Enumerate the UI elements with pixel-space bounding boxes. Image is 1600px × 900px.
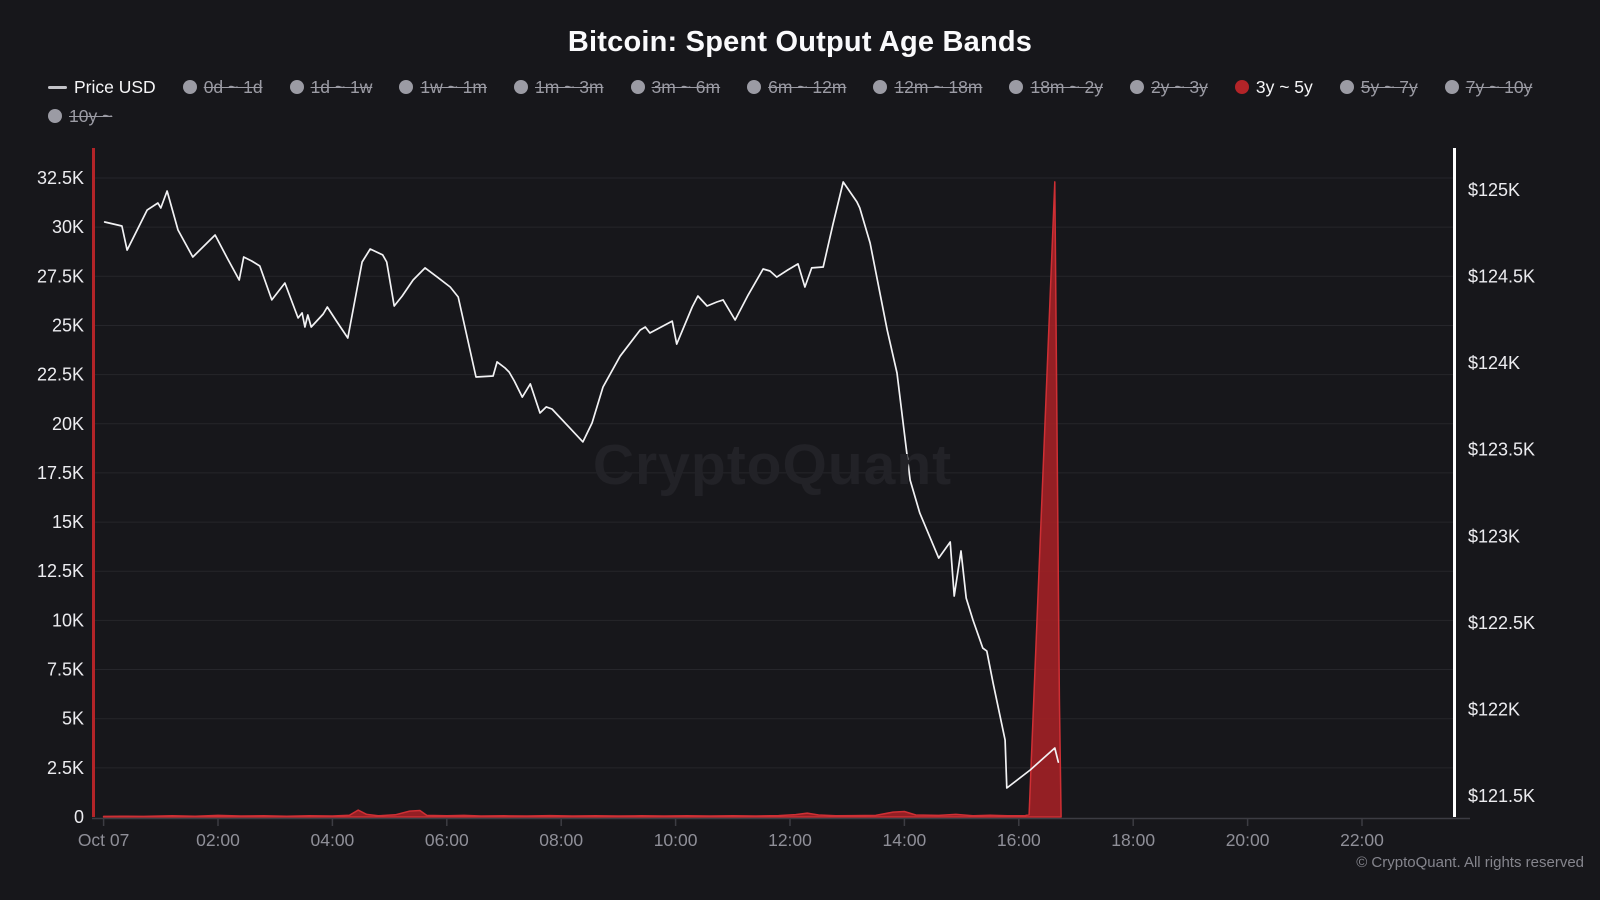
legend-dot-icon (1339, 80, 1354, 94)
legend-item-label: 5y ~ 7y (1360, 77, 1418, 97)
legend-item-price-usd[interactable]: Price USD (48, 76, 156, 98)
copyright-text: © CryptoQuant. All rights reserved (1356, 854, 1584, 871)
svg-text:$123.5K: $123.5K (1468, 440, 1535, 460)
legend-item-10y[interactable]: 10y ~ (48, 105, 112, 127)
legend-item-5y-7y[interactable]: 5y ~ 7y (1339, 76, 1418, 98)
svg-text:$125K: $125K (1468, 180, 1520, 200)
svg-text:10:00: 10:00 (654, 830, 698, 850)
svg-text:12.5K: 12.5K (37, 561, 84, 581)
legend: Price USD 0d ~ 1d 1d ~ 1w 1w ~ 1m 1m ~ 3m 3m … (48, 76, 1543, 127)
svg-text:08:00: 08:00 (539, 830, 583, 850)
svg-text:12:00: 12:00 (768, 830, 812, 850)
svg-text:5K: 5K (62, 709, 84, 729)
svg-text:16:00: 16:00 (997, 830, 1041, 850)
svg-text:22:00: 22:00 (1340, 830, 1384, 850)
svg-text:7.5K: 7.5K (47, 660, 84, 680)
legend-item-label: 6m ~ 12m (768, 77, 847, 97)
svg-text:20:00: 20:00 (1226, 830, 1270, 850)
legend-item-18m-2y[interactable]: 18m ~ 2y (1009, 76, 1103, 98)
svg-text:0: 0 (74, 807, 84, 827)
legend-item-label: 1w ~ 1m (420, 77, 487, 97)
legend-dot-icon (182, 80, 197, 94)
svg-text:02:00: 02:00 (196, 830, 240, 850)
legend-item-6m-12m[interactable]: 6m ~ 12m (747, 76, 846, 98)
svg-text:$124K: $124K (1468, 353, 1520, 373)
svg-text:25K: 25K (52, 315, 84, 335)
legend-item-label: 10y ~ (69, 106, 113, 126)
legend-item-label: 0d ~ 1d (203, 77, 263, 97)
legend-item-1w-1m[interactable]: 1w ~ 1m (399, 76, 487, 98)
legend-item-1d-1w[interactable]: 1d ~ 1w (289, 76, 373, 98)
svg-text:17.5K: 17.5K (37, 463, 84, 483)
svg-text:20K: 20K (52, 414, 84, 434)
svg-text:10K: 10K (52, 610, 84, 630)
legend-dot-icon (1129, 80, 1144, 94)
svg-text:15K: 15K (52, 512, 84, 532)
svg-text:$122.5K: $122.5K (1468, 613, 1535, 633)
legend-dot-icon (873, 80, 888, 94)
legend-item-label: 18m ~ 2y (1030, 77, 1103, 97)
svg-text:06:00: 06:00 (425, 830, 469, 850)
legend-item-label: 2y ~ 3y (1150, 77, 1208, 97)
svg-text:2.5K: 2.5K (47, 758, 84, 778)
svg-text:Oct 07: Oct 07 (78, 830, 130, 850)
svg-text:$122K: $122K (1468, 699, 1520, 719)
chart-title: Bitcoin: Spent Output Age Bands (567, 26, 1033, 58)
legend-dot-icon (1009, 80, 1024, 94)
svg-text:30K: 30K (52, 217, 84, 237)
legend-item-label: 12m ~ 18m (894, 77, 983, 97)
legend-dot-icon (289, 80, 304, 94)
svg-text:32.5K: 32.5K (37, 168, 84, 188)
band-area-series (102, 181, 1062, 818)
legend-item-12m-18m[interactable]: 12m ~ 18m (873, 76, 982, 98)
legend-item-7y-10y[interactable]: 7y ~ 10y (1444, 76, 1533, 98)
legend-item-label: 1d ~ 1w (310, 77, 373, 97)
svg-text:18:00: 18:00 (1111, 830, 1155, 850)
legend-dot-icon (1444, 80, 1459, 94)
svg-text:$124.5K: $124.5K (1468, 267, 1535, 287)
svg-text:04:00: 04:00 (311, 830, 355, 850)
price-line-series (103, 181, 1060, 789)
left-axis-labels: 0 2.5K 5K 7.5K 10K 12.5K 15K 17.5K 20K 22.5K 25K 27… (37, 168, 84, 827)
legend-item-label: 1m ~ 3m (534, 77, 604, 97)
legend-item-label: 3y ~ 5y (1255, 77, 1313, 97)
legend-dot-icon (1234, 80, 1249, 94)
gridlines (92, 177, 1453, 769)
legend-item-0d-1d[interactable]: 0d ~ 1d (182, 76, 263, 98)
svg-text:27.5K: 27.5K (37, 266, 84, 286)
legend-item-3y-5y[interactable]: 3y ~ 5y (1234, 76, 1313, 98)
legend-item-2y-3y[interactable]: 2y ~ 3y (1129, 76, 1208, 98)
legend-dot-icon (399, 80, 414, 94)
legend-item-3m-6m[interactable]: 3m ~ 6m (630, 76, 721, 98)
svg-text:14:00: 14:00 (883, 830, 927, 850)
legend-item-label: 7y ~ 10y (1465, 77, 1533, 97)
legend-dot-icon (630, 80, 645, 94)
legend-item-label: 3m ~ 6m (651, 77, 721, 97)
legend-line-icon (48, 85, 67, 89)
legend-dot-icon (48, 109, 62, 123)
legend-dot-icon (747, 80, 762, 94)
legend-item-1m-3m[interactable]: 1m ~ 3m (513, 76, 604, 98)
legend-dot-icon (513, 80, 528, 94)
legend-item-label: Price USD (74, 77, 156, 97)
right-axis-labels: $121.5K $122K $122.5K $123K $123.5K $124K $124… (1468, 180, 1535, 806)
svg-text:$121.5K: $121.5K (1468, 786, 1535, 806)
svg-text:22.5K: 22.5K (37, 365, 84, 385)
axis-lines (92, 148, 1470, 826)
x-axis-labels: Oct 07 02:00 04:00 06:00 08:00 10:00 12:00 14:0… (78, 830, 1384, 850)
svg-text:$123K: $123K (1468, 526, 1520, 546)
